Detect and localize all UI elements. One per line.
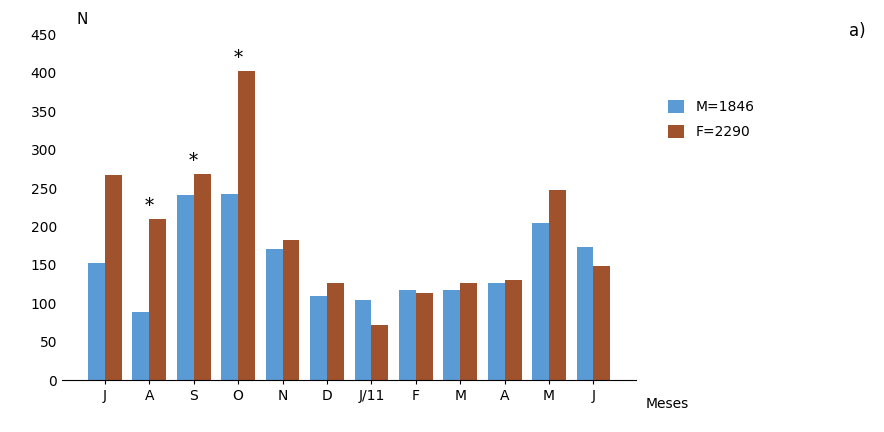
Bar: [371, 325, 388, 380]
Bar: [133, 312, 149, 380]
Bar: [415, 292, 432, 380]
Bar: [105, 175, 122, 380]
Bar: [549, 191, 566, 380]
Bar: [488, 283, 505, 380]
Bar: [532, 223, 549, 380]
Text: *: *: [233, 49, 243, 67]
Bar: [593, 267, 610, 380]
Bar: [238, 71, 255, 380]
Bar: [354, 300, 371, 380]
Bar: [505, 280, 522, 380]
Bar: [399, 289, 415, 380]
Text: *: *: [189, 152, 198, 171]
Bar: [444, 289, 461, 380]
Bar: [576, 247, 593, 380]
Bar: [221, 194, 238, 380]
Bar: [461, 283, 477, 380]
Legend: M=1846, F=2290: M=1846, F=2290: [660, 93, 761, 146]
Bar: [266, 249, 283, 380]
Text: N: N: [77, 12, 88, 27]
Text: Meses: Meses: [645, 397, 689, 411]
Text: a): a): [849, 22, 865, 40]
Bar: [149, 219, 166, 380]
Bar: [283, 240, 300, 380]
Text: *: *: [145, 197, 154, 215]
Bar: [327, 283, 344, 380]
Bar: [194, 175, 210, 380]
Bar: [177, 195, 194, 380]
Bar: [88, 263, 105, 380]
Bar: [310, 295, 327, 380]
